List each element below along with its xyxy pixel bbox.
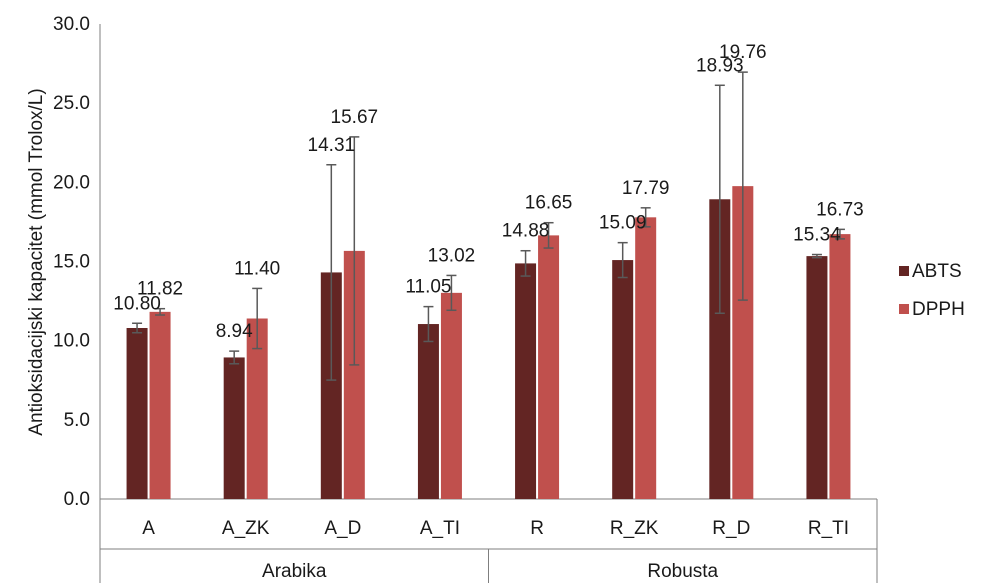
legend-swatch-dpph <box>899 304 909 314</box>
y-tick-label: 0.0 <box>64 489 90 510</box>
group-label: Arabika <box>262 561 327 582</box>
bar-abts <box>709 199 731 499</box>
x-tick-label: R_D <box>712 518 750 539</box>
bar-abts <box>320 272 342 499</box>
data-label: 13.02 <box>428 245 476 266</box>
x-tick-label: A_ZK <box>222 518 270 539</box>
group-label: Robusta <box>647 561 718 582</box>
legend: ABTS DPPH <box>899 261 965 320</box>
x-tick-label: A_TI <box>420 518 460 539</box>
bar-dpph <box>343 250 365 499</box>
bar-abts <box>223 357 245 499</box>
data-label: 11.40 <box>234 258 280 279</box>
data-label: 11.05 <box>405 277 451 298</box>
bar-dpph <box>732 186 754 499</box>
data-label: 16.73 <box>816 199 864 220</box>
bar-abts <box>612 260 634 499</box>
y-tick-label: 10.0 <box>53 331 90 352</box>
y-tick-label: 25.0 <box>53 93 90 114</box>
data-label: 15.67 <box>331 107 379 128</box>
x-tick-label: R <box>530 518 544 539</box>
x-tick-label: R_ZK <box>610 518 659 539</box>
data-label: 16.65 <box>525 193 573 214</box>
data-label: 18.93 <box>696 55 744 76</box>
bar-dpph <box>538 235 560 499</box>
data-label: 8.94 <box>216 321 253 342</box>
legend-label: ABTS <box>912 261 962 282</box>
bar-abts <box>806 256 828 499</box>
data-label: 14.31 <box>308 135 356 156</box>
x-tick-label: A <box>142 518 155 539</box>
bars <box>126 71 851 499</box>
data-label: 10.80 <box>113 293 161 314</box>
bar-dpph <box>246 318 268 499</box>
bar-dpph <box>829 234 851 499</box>
legend-swatch-abts <box>899 266 909 276</box>
bar-dpph <box>440 292 462 499</box>
bar-dpph <box>635 217 657 499</box>
data-label: 15.09 <box>599 213 647 234</box>
data-label: 17.79 <box>622 178 670 199</box>
legend-label: DPPH <box>912 299 965 320</box>
bar-abts <box>515 263 537 499</box>
y-tick-label: 30.0 <box>53 14 90 35</box>
data-label: 19.76 <box>719 42 767 63</box>
bar-abts <box>417 324 439 499</box>
data-labels: 10.80 8.94 14.31 11.05 14.88 15.09 18.93 15.34 1… <box>113 42 863 342</box>
y-axis-title: Antioksidacijski kapacitet (mmol Trolox/… <box>26 88 47 435</box>
x-tick-label: A_D <box>324 518 361 539</box>
bar-dpph <box>149 311 171 499</box>
data-label: 14.88 <box>502 221 550 242</box>
data-label: 11.82 <box>137 279 183 300</box>
data-label: 15.34 <box>793 225 841 246</box>
bar-abts <box>126 328 148 499</box>
y-tick-label: 20.0 <box>53 172 90 193</box>
x-tick-label: R_TI <box>808 518 849 539</box>
y-tick-label: 15.0 <box>53 252 90 273</box>
y-tick-label: 5.0 <box>64 410 90 431</box>
